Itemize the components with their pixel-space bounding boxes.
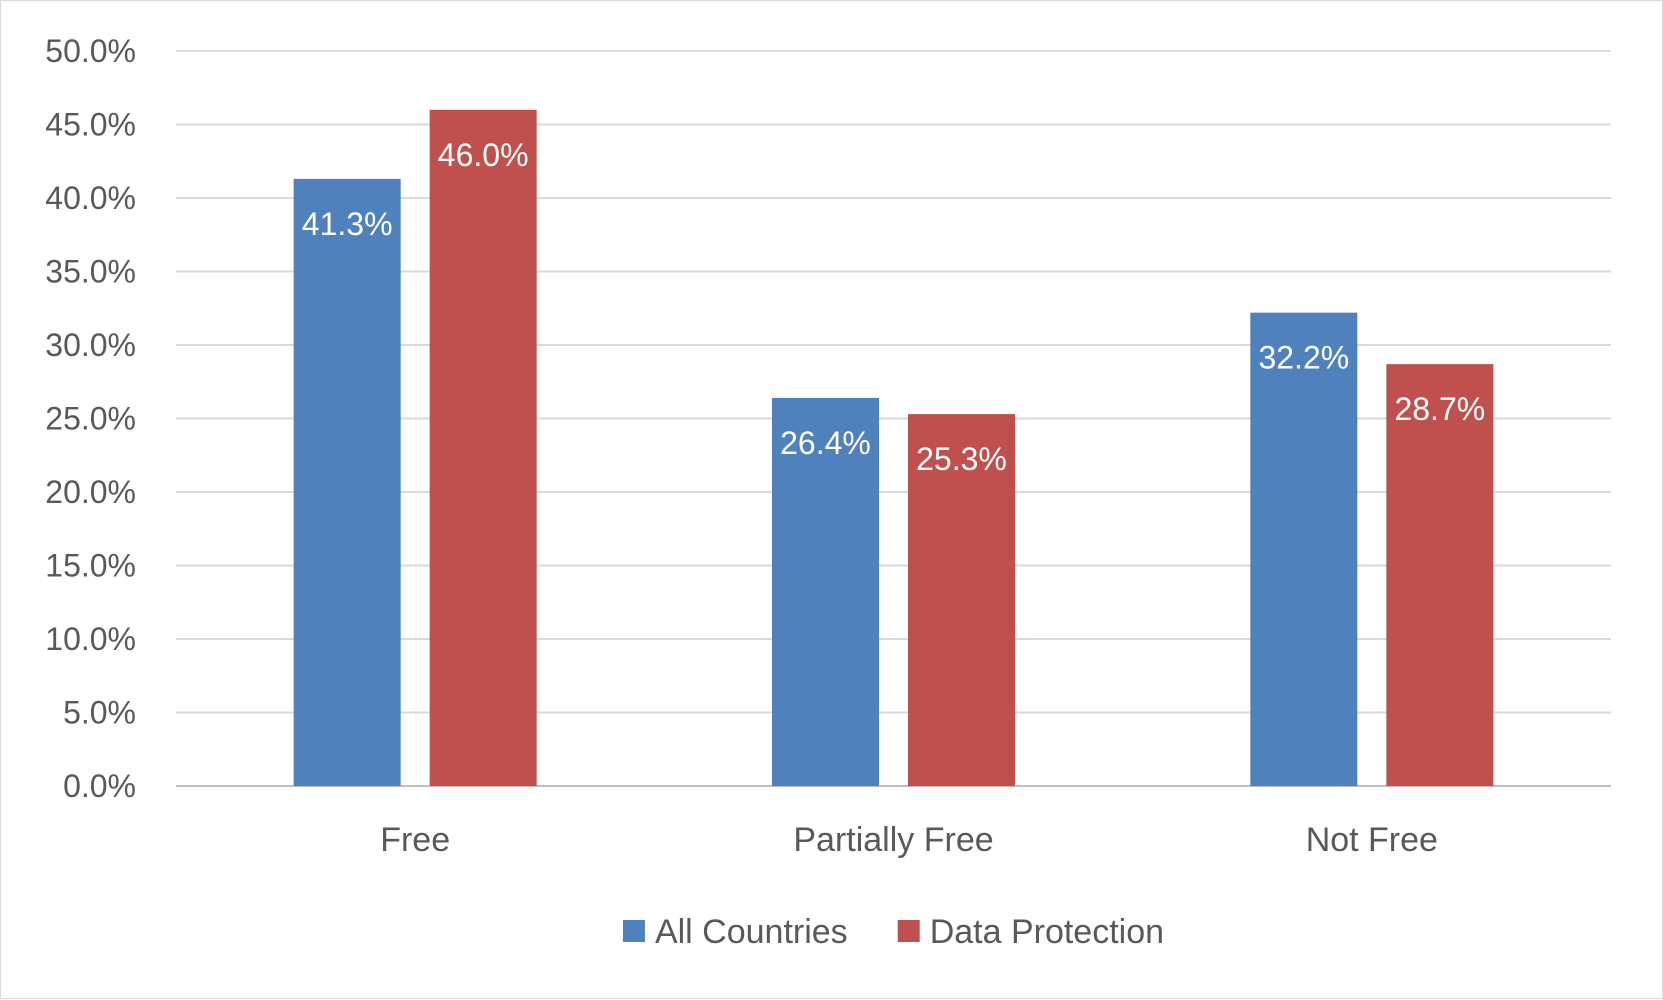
y-tick-label: 40.0% (45, 180, 136, 216)
bar-all-countries (772, 397, 879, 786)
y-axis-tick-labels: 0.0% 5.0% 10.0% 15.0% 20.0% 25.0% 30.0% 35.0% 40… (45, 33, 136, 804)
data-label: 28.7% (1394, 391, 1485, 427)
legend-swatch (622, 920, 645, 942)
data-label: 25.3% (916, 441, 1007, 477)
y-tick-label: 0.0% (63, 768, 136, 804)
x-category-label: Free (380, 821, 450, 859)
x-axis-category-labels: Free Partially Free Not Free (380, 821, 1438, 859)
legend-label: All Countries (655, 913, 848, 951)
bar-data-protection (908, 414, 1015, 786)
y-tick-label: 30.0% (45, 327, 136, 363)
y-tick-label: 20.0% (45, 474, 136, 510)
y-tick-label: 5.0% (63, 695, 136, 731)
x-category-label: Not Free (1306, 821, 1438, 859)
legend-swatch (897, 920, 920, 942)
data-label: 32.2% (1258, 340, 1349, 376)
bar-all-countries (293, 178, 401, 786)
x-category-label: Partially Free (793, 821, 993, 859)
gridlines (176, 50, 1611, 787)
y-tick-label: 35.0% (45, 254, 136, 290)
y-tick-label: 10.0% (45, 621, 136, 657)
legend-label: Data Protection (930, 913, 1164, 951)
y-tick-label: 15.0% (45, 548, 136, 584)
data-label: 41.3% (302, 206, 393, 242)
bars (293, 109, 1494, 787)
bar-data-protection (429, 109, 537, 787)
legend: All Countries Data Protection (622, 913, 1164, 951)
y-tick-label: 50.0% (45, 33, 136, 69)
y-tick-label: 45.0% (45, 107, 136, 143)
bar-data-protection (1386, 364, 1494, 786)
data-labels: 41.3% 46.0% 26.4% 25.3% 32.2% 28.7% (302, 137, 1485, 477)
y-tick-label: 25.0% (45, 401, 136, 437)
data-label: 26.4% (780, 425, 871, 461)
bar-all-countries (1250, 312, 1358, 786)
data-label: 46.0% (438, 137, 529, 173)
